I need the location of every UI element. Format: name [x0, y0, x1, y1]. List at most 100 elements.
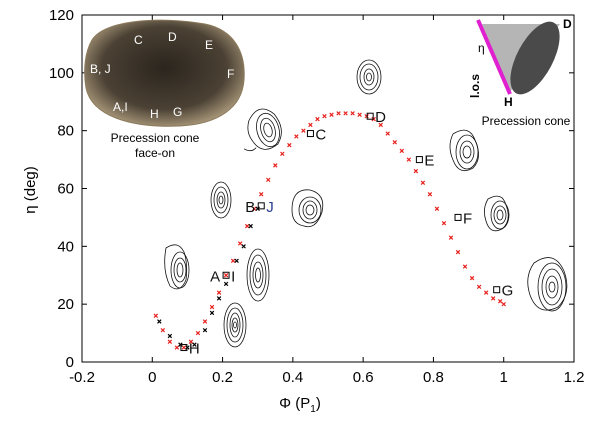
- x-tick-label: 1: [500, 369, 508, 386]
- model-point: [315, 116, 320, 122]
- x-tick-label: 0.4: [282, 369, 303, 386]
- model-point: [202, 319, 208, 324]
- x-axis-label: Φ (P1): [279, 395, 321, 415]
- x-tick-labels: -0.2 0 0.2 0.4 0.6 0.8 1 1.2: [69, 369, 584, 386]
- model-point: [308, 122, 313, 128]
- model-point: [378, 122, 383, 128]
- annotation-label-A: A: [210, 268, 220, 285]
- contour-glyph-E: [449, 129, 479, 172]
- measured-point: [157, 319, 162, 324]
- annotation-label-J: J: [266, 199, 274, 216]
- inset-cone-dark: [510, 21, 560, 95]
- measured-point: [209, 310, 215, 316]
- inset-los-line: [476, 19, 512, 95]
- series-measured: [157, 206, 260, 350]
- model-point: [195, 330, 201, 336]
- x-tick-label: 0.8: [423, 369, 444, 386]
- model-point: [160, 327, 166, 333]
- model-point: [174, 345, 180, 350]
- model-point: [441, 220, 447, 226]
- model-point: [350, 111, 355, 116]
- model-point: [230, 258, 236, 264]
- model-point: [357, 112, 362, 117]
- model-point: [244, 223, 250, 229]
- y-tick-label: 40: [57, 238, 74, 255]
- annotation-label-E: E: [424, 153, 434, 170]
- model-point: [280, 151, 285, 157]
- x-tick-label: 0.6: [353, 369, 374, 386]
- model-point: [399, 148, 405, 154]
- annotation-label-C: C: [315, 127, 326, 144]
- model-point: [501, 301, 506, 307]
- contour-glyph-C: [243, 108, 282, 152]
- contour-glyph-G: [527, 257, 568, 312]
- y-tick-label: 120: [49, 7, 74, 24]
- annotation-marker: [493, 286, 501, 294]
- inset-label-C: C: [134, 33, 143, 47]
- inset-label-BJ: B, J: [90, 62, 111, 76]
- model-point: [336, 111, 341, 116]
- model-point: [237, 241, 243, 246]
- annotation-marker: [180, 344, 188, 352]
- model-point: [462, 264, 468, 269]
- y-tick-label: 0: [66, 354, 74, 371]
- y-tick-label: 60: [57, 181, 74, 198]
- annotation-label-F: F: [463, 210, 472, 227]
- model-point: [448, 235, 454, 240]
- annotation-marker: [306, 130, 314, 138]
- axis-ticks: [81, 14, 575, 363]
- x-tick-label: -0.2: [69, 369, 95, 386]
- model-point: [273, 163, 278, 168]
- model-point: [181, 345, 187, 350]
- model-point: [371, 116, 376, 122]
- measured-point: [178, 342, 183, 347]
- model-point: [455, 249, 461, 255]
- point-annotations: A I B J C D E F G H: [180, 109, 514, 358]
- inset-label-H: H: [150, 107, 159, 121]
- y-tick-labels: 0 20 40 60 80 100 120: [49, 7, 74, 371]
- measured-point: [248, 223, 253, 229]
- inset-label-F: F: [227, 67, 234, 81]
- measured-point: [202, 327, 208, 333]
- inset-label-AI: A,I: [113, 100, 128, 114]
- model-point: [476, 284, 482, 290]
- model-point: [483, 290, 489, 295]
- contour-glyph-H: [223, 302, 247, 348]
- model-point: [259, 192, 264, 197]
- model-point: [434, 206, 440, 211]
- inset-caption-side: Precession cone: [482, 114, 571, 128]
- inset-face-on: C D E F B, J A,I H G Precession cone fac…: [84, 19, 245, 160]
- measured-point: [185, 345, 190, 350]
- model-point: [497, 299, 503, 304]
- inset-label-los: l.o.s: [468, 74, 482, 98]
- model-point: [427, 192, 433, 197]
- annotation-label-I: I: [231, 268, 235, 285]
- inset-side-view: D H η l.o.s Precession cone: [468, 17, 572, 128]
- y-axis-label: η (deg): [22, 166, 39, 214]
- y-tick-label: 20: [57, 296, 74, 313]
- model-point: [343, 111, 348, 116]
- model-point: [266, 177, 271, 183]
- contour-glyph-F: [484, 195, 510, 232]
- measured-point: [192, 342, 197, 347]
- annotation-label-G: G: [502, 283, 514, 300]
- x-tick-label: 1.2: [564, 369, 585, 386]
- measured-point: [167, 333, 173, 339]
- measured-point: [223, 281, 229, 287]
- measured-point: [241, 244, 246, 249]
- inset-caption-line2: face-on: [135, 146, 175, 160]
- model-point: [294, 134, 299, 139]
- measured-point: [234, 258, 239, 264]
- annotation-marker: [222, 271, 230, 279]
- model-point: [188, 339, 194, 344]
- inset-label-E: E: [205, 38, 213, 52]
- y-tick-label: 100: [49, 65, 74, 82]
- annotation-label-D: D: [375, 109, 386, 126]
- model-point: [301, 128, 306, 133]
- annotation-marker: [257, 202, 265, 210]
- inset-caption-line1: Precession cone: [111, 131, 200, 145]
- annotation-marker: [415, 156, 423, 164]
- model-point: [167, 339, 173, 344]
- x-tick-label: 0.2: [212, 369, 233, 386]
